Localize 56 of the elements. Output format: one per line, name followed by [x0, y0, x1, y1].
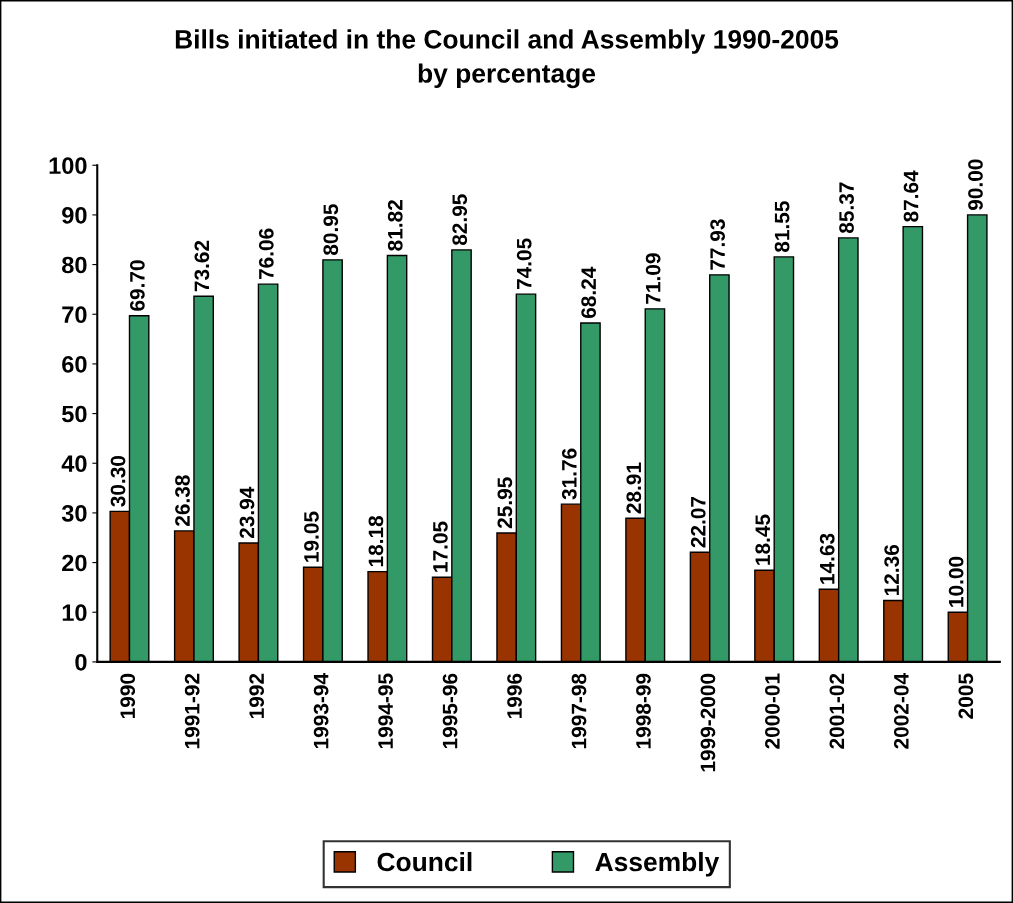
- data-label: 14.63: [819, 533, 835, 584]
- data-label: 74.05: [516, 238, 532, 290]
- x-tick-label: 1996: [507, 673, 522, 719]
- x-tick-label: 1999-2000: [700, 673, 716, 772]
- data-label: 85.37: [839, 182, 854, 234]
- data-label: 30.30: [110, 455, 126, 507]
- data-label: 71.09: [645, 253, 661, 304]
- y-tick-label: 10: [62, 604, 87, 622]
- data-label: 81.82: [387, 200, 403, 251]
- data-label: 12.36: [884, 544, 900, 596]
- data-label: 80.95: [323, 204, 339, 256]
- data-label: 69.70: [129, 260, 145, 311]
- y-tick-label: 0: [75, 653, 87, 671]
- legend-label: Assembly: [595, 851, 720, 877]
- data-label: 81.55: [774, 201, 790, 253]
- data-label: 26.38: [175, 475, 190, 526]
- y-tick-label: 80: [62, 256, 87, 274]
- x-tick-label: 2001-02: [829, 673, 845, 749]
- data-label: 82.95: [452, 194, 468, 246]
- x-tick-label: 1990: [120, 673, 136, 719]
- x-tick-label: 1995-96: [442, 673, 458, 749]
- x-tick-label: 2005: [958, 673, 974, 719]
- x-tick-label: 2000-01: [765, 673, 780, 749]
- x-tick-label: 1993-94: [313, 673, 329, 749]
- y-tick-label: 60: [62, 355, 87, 373]
- x-tick-label: 1992: [249, 673, 265, 719]
- data-label: 76.06: [258, 228, 274, 280]
- x-tick-label: 1998-99: [636, 673, 651, 749]
- data-label: 68.24: [581, 266, 597, 319]
- data-label: 31.76: [561, 448, 577, 500]
- y-tick-label: 30: [61, 504, 87, 522]
- data-label: 87.64: [903, 170, 919, 222]
- data-label: 18.45: [755, 514, 771, 565]
- data-label: 23.94: [239, 486, 255, 539]
- x-tick-label: 1991-92: [184, 673, 200, 749]
- x-tick-label: 1994-95: [378, 673, 393, 749]
- data-label: 22.07: [690, 496, 706, 548]
- data-label: 73.62: [194, 240, 210, 292]
- data-label: 18.18: [368, 515, 384, 567]
- legend-label: Council: [377, 851, 472, 872]
- data-label: 28.91: [626, 462, 642, 514]
- x-tick-label: 1997-98: [571, 673, 587, 749]
- y-tick-label: 100: [49, 157, 87, 175]
- y-tick-label: 40: [61, 455, 87, 473]
- chart-title: Bills initiated in the Council and Assembly 1990-2005 by percentage: [175, 29, 839, 89]
- y-tick-label: 90: [62, 206, 87, 224]
- y-tick-label: 50: [61, 405, 87, 423]
- data-label: 90.00: [968, 159, 983, 211]
- y-tick-label: 20: [62, 554, 87, 572]
- x-tick-label: 2002-04: [893, 673, 909, 749]
- data-label: 10.00: [948, 556, 964, 607]
- data-label: 19.05: [304, 511, 319, 562]
- data-label: 17.05: [433, 521, 448, 572]
- data-label: 25.95: [497, 477, 513, 529]
- data-label: 77.93: [710, 219, 726, 270]
- y-tick-label: 70: [62, 306, 87, 324]
